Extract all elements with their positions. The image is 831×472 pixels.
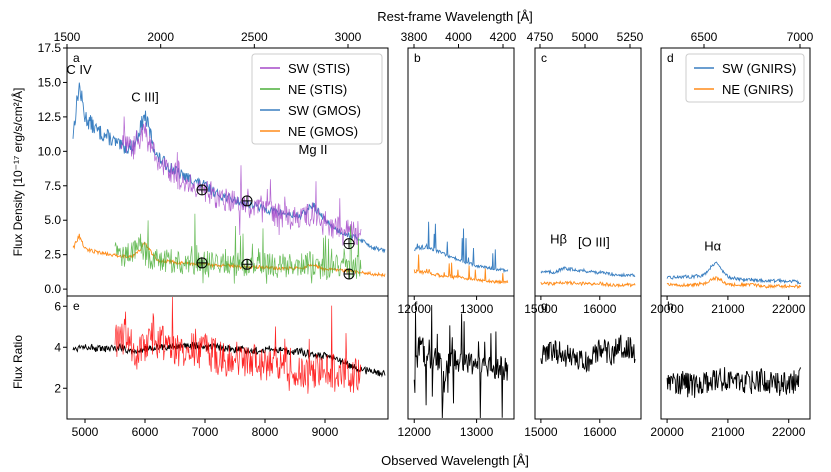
panel-letter-c: c [541, 51, 547, 65]
annotation-mg-ii: Mg II [299, 142, 328, 157]
series-line-b-sw-gmos- [413, 221, 509, 274]
bottom-axis-label: Observed Wavelength [Å] [381, 453, 529, 468]
xtick-label-h: 22000 [772, 425, 806, 439]
top-tick-label-d: 7000 [787, 30, 814, 44]
top-axis-label: Rest-frame Wavelength [Å] [377, 9, 533, 24]
top-tick-label-d: 6500 [691, 30, 718, 44]
legend-box-a [251, 53, 383, 145]
xtick-label-d: 20000 [650, 302, 684, 316]
panel-frame-c [534, 47, 642, 297]
xtick-label-h: 20000 [650, 425, 684, 439]
top-tick-label-a: 2500 [241, 30, 268, 44]
series-line-f-ratio [413, 304, 509, 419]
xtick-label-e: 5000 [72, 425, 99, 439]
series-line-b-ne-gmos- [413, 254, 509, 285]
ytick-label-a: 12.5 [38, 110, 62, 124]
ytick-label-a: 17.5 [38, 41, 62, 55]
y-axis-label-ratio: Flux Ratio [11, 335, 25, 389]
ytick-label-a: 2.5 [44, 248, 61, 262]
series-line-a-sw-stis- [120, 116, 362, 246]
xtick-label-e: 9000 [312, 425, 339, 439]
series-line-g-ratio [540, 334, 636, 373]
legend-label-a-0: SW (STIS) [288, 61, 350, 76]
top-tick-label-b: 4200 [490, 30, 517, 44]
marker-a-1 [241, 195, 253, 207]
panel-letter-a: a [73, 51, 80, 65]
annotation-c-iv: C IV [66, 62, 92, 77]
xtick-label-e: 6000 [132, 425, 159, 439]
series-line-c-ne-gmos- [540, 280, 636, 288]
legend-box-d [685, 53, 805, 103]
xtick-label-g: 16000 [583, 425, 617, 439]
legend-label-a-2: SW (GMOS) [288, 103, 361, 118]
marker-a-2 [196, 257, 208, 269]
marker-a-0 [196, 184, 208, 196]
legend-label-d-0: SW (GNIRS) [722, 61, 796, 76]
xtick-label-c: 15000 [524, 302, 558, 316]
annotation-h-: Hβ [550, 232, 567, 247]
ytick-label-e: 6 [54, 299, 61, 313]
data-series [72, 82, 802, 419]
panel-frame-e [66, 295, 389, 420]
ytick-label-a: 7.5 [44, 179, 61, 193]
panel-letter-b: b [414, 51, 421, 65]
panel-letter-d: d [667, 51, 674, 65]
marker-a-4 [343, 238, 355, 250]
xtick-label-g: 15000 [524, 425, 558, 439]
panel-letter-h: h [667, 299, 674, 313]
top-tick-label-b: 3800 [401, 30, 428, 44]
xtick-label-f: 13000 [460, 425, 494, 439]
series-line-a-ne-stis- [114, 213, 362, 284]
ytick-label-e: 2 [54, 381, 61, 395]
y-axis-label-flux: Flux Density [10⁻¹⁷ erg/s/cm²/Å] [10, 88, 25, 257]
panel-letter-f: f [414, 299, 418, 313]
ytick-label-a: 0.0 [44, 282, 61, 296]
panel-frame-g [534, 295, 642, 420]
ytick-label-a: 5.0 [44, 213, 61, 227]
xtick-label-f: 12000 [398, 425, 432, 439]
series-line-d-ne-gnirs- [666, 276, 802, 290]
series-line-d-sw-gnirs- [666, 261, 802, 285]
xtick-label-b: 12000 [398, 302, 432, 316]
top-tick-label-a: 1500 [54, 30, 81, 44]
panel-frame-f [407, 295, 515, 420]
legend-label-d-1: NE (GNIRS) [722, 82, 794, 97]
top-tick-label-a: 2000 [147, 30, 174, 44]
top-tick-label-b: 4000 [445, 30, 472, 44]
series-line-a-ne-gmos- [72, 233, 386, 278]
ytick-label-e: 4 [54, 340, 61, 354]
xtick-label-e: 8000 [252, 425, 279, 439]
xtick-label-d: 21000 [711, 302, 745, 316]
panel-frame-h [660, 295, 811, 420]
xtick-label-d: 22000 [772, 302, 806, 316]
xtick-label-h: 21000 [711, 425, 745, 439]
panel-letter-e: e [73, 299, 80, 313]
xtick-label-c: 16000 [583, 302, 617, 316]
top-tick-label-c: 5250 [617, 30, 644, 44]
series-line-c-sw-gmos- [540, 266, 636, 278]
xtick-label-b: 13000 [460, 302, 494, 316]
annotation--o-iii-: [O III] [578, 234, 610, 249]
annotation-c-iii-: C III] [131, 90, 158, 105]
series-line-e-ratio-stis- [114, 296, 362, 394]
xtick-label-e: 7000 [192, 425, 219, 439]
legend-label-a-1: NE (STIS) [288, 82, 347, 97]
panel-frames [63, 44, 811, 423]
marker-a-3 [241, 258, 253, 270]
top-tick-label-a: 3000 [335, 30, 362, 44]
ytick-label-a: 15.0 [38, 75, 62, 89]
ytick-label-a: 10.0 [38, 144, 62, 158]
panel-frame-b [407, 47, 515, 297]
annotation-h-: Hα [704, 239, 721, 254]
series-line-h-ratio [666, 367, 802, 398]
top-tick-label-c: 5000 [572, 30, 599, 44]
panel-letter-g: g [541, 299, 548, 313]
top-tick-label-c: 4750 [527, 30, 554, 44]
marker-a-5 [343, 268, 355, 280]
legend-label-a-3: NE (GMOS) [288, 124, 358, 139]
